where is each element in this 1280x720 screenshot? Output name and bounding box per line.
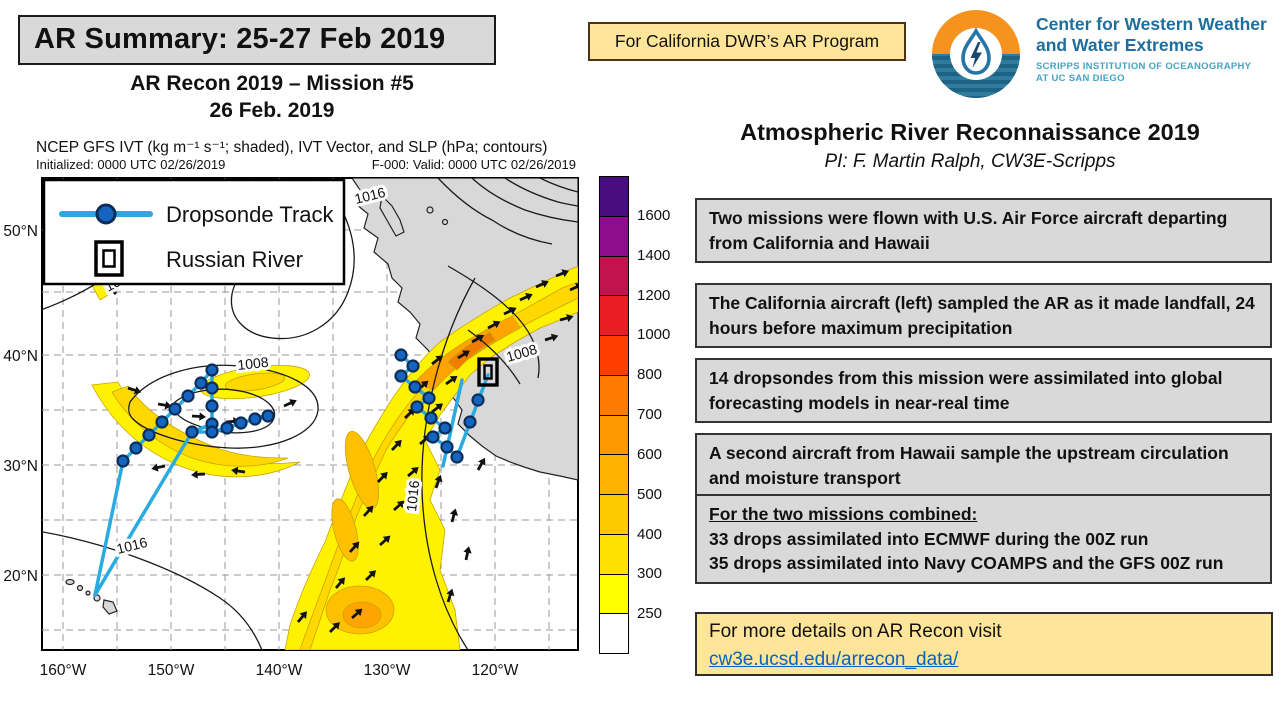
logo-org-line1: Center for Western Weather [1036, 14, 1267, 34]
slide-subtitle: AR Recon 2019 – Mission #5 26 Feb. 2019 [57, 70, 487, 124]
colorbar-tick-label: 600 [637, 445, 663, 463]
map-initialized: Initialized: 0000 UTC 02/26/2019 [36, 157, 226, 172]
combined-line-coamps: 35 drops assimilated into Navy COAMPS an… [709, 553, 1224, 573]
slide-title: AR Summary: 25-27 Feb 2019 [34, 23, 446, 55]
cw3e-logo-text: Center for Western Weather and Water Ext… [1036, 14, 1280, 85]
map-valid: F-000: Valid: 0000 UTC 02/26/2019 [371, 157, 576, 172]
logo-org-line2: and Water Extremes [1036, 35, 1204, 55]
svg-text:20°N: 20°N [3, 568, 38, 585]
info-box-hawaii-aircraft: A second aircraft from Hawaii sample the… [695, 433, 1272, 498]
colorbar-tick-label: 1200 [637, 286, 671, 304]
svg-text:40°N: 40°N [3, 348, 38, 365]
colorbar-tick-label: 1600 [637, 206, 671, 224]
recon-heading: Atmospheric River Reconnaissance 2019 [740, 119, 1200, 145]
cw3e-logo-icon [932, 10, 1020, 98]
dwr-program-banner: For California DWR’s AR Program [588, 22, 906, 61]
colorbar-labels: 1600 1400 1200 1000 800 700 600 500 400 300 250 [637, 176, 677, 654]
colorbar-tick-label: 500 [637, 485, 663, 503]
svg-text:1016: 1016 [403, 479, 422, 512]
colorbar-segment [600, 336, 628, 376]
svg-text:130°W: 130°W [364, 662, 411, 679]
map-axis-labels: 160°W 150°W 140°W 130°W 120°W 50°N 40°N … [3, 223, 518, 679]
colorbar-segment [600, 534, 628, 575]
colorbar-tick-label: 400 [637, 525, 663, 543]
pi-line: PI: F. Martin Ralph, CW3E-Scripps [824, 151, 1116, 172]
colorbar-segment [600, 415, 628, 456]
svg-text:160°W: 160°W [40, 662, 87, 679]
mission-line: AR Recon 2019 – Mission #5 [130, 72, 414, 95]
colorbar-tick-label: 300 [637, 565, 663, 583]
colorbar-segment [600, 216, 628, 257]
svg-text:140°W: 140°W [256, 662, 303, 679]
info-box-dropsondes: 14 dropsondes from this mission were ass… [695, 358, 1272, 423]
footer-text: For more details on AR Recon visit [709, 621, 1002, 642]
info-box-combined: For the two missions combined: 33 drops … [695, 494, 1272, 584]
map-subtitle: Initialized: 0000 UTC 02/26/2019 F-000: … [36, 157, 576, 172]
colorbar-segment [600, 296, 628, 336]
date-line: 26 Feb. 2019 [209, 99, 335, 122]
svg-text:30°N: 30°N [3, 458, 38, 475]
footer-box: For more details on AR Recon visit cw3e.… [695, 612, 1273, 676]
logo-sub-line2: AT UC SAN DIEGO [1036, 73, 1125, 84]
dropsonde-tracks [93, 348, 490, 597]
arrecon-link[interactable]: cw3e.ucsd.edu/arrecon_data/ [709, 649, 959, 670]
ivt-map: 1016 1016 1016 1016 1008 1008 Dropsonde … [3, 177, 579, 679]
map-legend: Dropsonde Track Russian River [42, 178, 346, 286]
colorbar-tick-label: 700 [637, 406, 663, 423]
colorbar-tick-label: 1000 [637, 326, 671, 344]
legend-russian-river-label: Russian River [166, 247, 303, 272]
colorbar-segment [600, 455, 628, 495]
svg-text:150°W: 150°W [148, 662, 195, 679]
slide-title-box: AR Summary: 25-27 Feb 2019 [18, 15, 496, 65]
svg-text:50°N: 50°N [3, 223, 38, 240]
logo-sub-line1: SCRIPPS INSTITUTION OF OCEANOGRAPHY [1036, 61, 1252, 72]
legend-dropsonde-label: Dropsonde Track [166, 202, 335, 227]
svg-text:1008: 1008 [237, 354, 270, 373]
legend-russian-river-icon [94, 240, 124, 277]
colorbar-tick-label: 250 [637, 605, 663, 623]
cw3e-logo: Center for Western Weather and Water Ext… [928, 6, 1280, 107]
colorbar-ramp [599, 176, 629, 654]
russian-river-marker [477, 357, 499, 387]
svg-text:120°W: 120°W [472, 662, 519, 679]
dropsonde-points [116, 348, 485, 468]
colorbar-segment [600, 495, 628, 535]
colorbar-segment [600, 177, 628, 217]
info-box-missions: Two missions were flown with U.S. Air Fo… [695, 198, 1272, 263]
lightning-bolt-icon [970, 42, 982, 68]
map-title: NCEP GFS IVT (kg m⁻¹ s⁻¹; shaded), IVT V… [36, 139, 548, 156]
combined-line-ecmwf: 33 drops assimilated into ECMWF during t… [709, 528, 1149, 549]
colorbar-segment [600, 574, 628, 615]
colorbar-segment [600, 375, 628, 416]
ivt-colorbar: 1600 1400 1200 1000 800 700 600 500 400 300 250 [599, 176, 677, 654]
combined-heading: For the two missions combined: [709, 504, 978, 524]
colorbar-tick-label: 800 [637, 366, 663, 384]
info-box-california-aircraft: The California aircraft (left) sampled t… [695, 283, 1272, 348]
colorbar-tick-label: 1400 [637, 246, 671, 264]
legend-track-dot [95, 203, 117, 225]
colorbar-segment [600, 614, 628, 653]
colorbar-segment [600, 256, 628, 297]
